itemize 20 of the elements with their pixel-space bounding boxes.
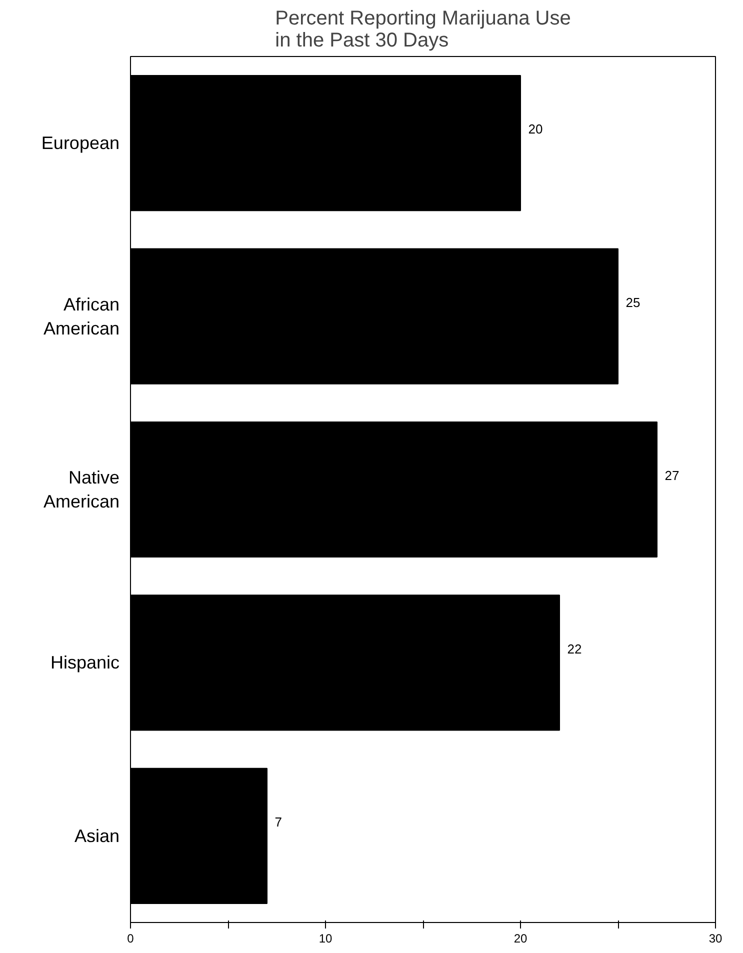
x-tick-label: 30 <box>708 932 722 946</box>
data-label: 20 <box>528 122 543 137</box>
bar <box>130 248 618 384</box>
y-tick-label: Hispanic <box>50 652 120 673</box>
data-label: 27 <box>664 468 680 484</box>
bar <box>130 421 658 558</box>
chart-title: Percent Reporting Marijuana Use in the Past 30 Days <box>275 8 571 52</box>
y-tick-label: Asian <box>74 826 120 846</box>
bar <box>130 768 268 904</box>
bar <box>130 594 560 731</box>
data-label: 25 <box>626 294 640 310</box>
y-tick-label: African American <box>43 294 120 338</box>
bar <box>130 75 521 212</box>
x-tick-label: 10 <box>318 932 332 946</box>
x-tick-label: 0 <box>127 932 134 946</box>
y-tick-label: Native American <box>43 468 120 512</box>
data-label: 7 <box>274 814 282 830</box>
x-tick-label: 20 <box>514 932 528 946</box>
y-tick-label: European <box>41 133 120 154</box>
data-label: 22 <box>567 641 582 656</box>
